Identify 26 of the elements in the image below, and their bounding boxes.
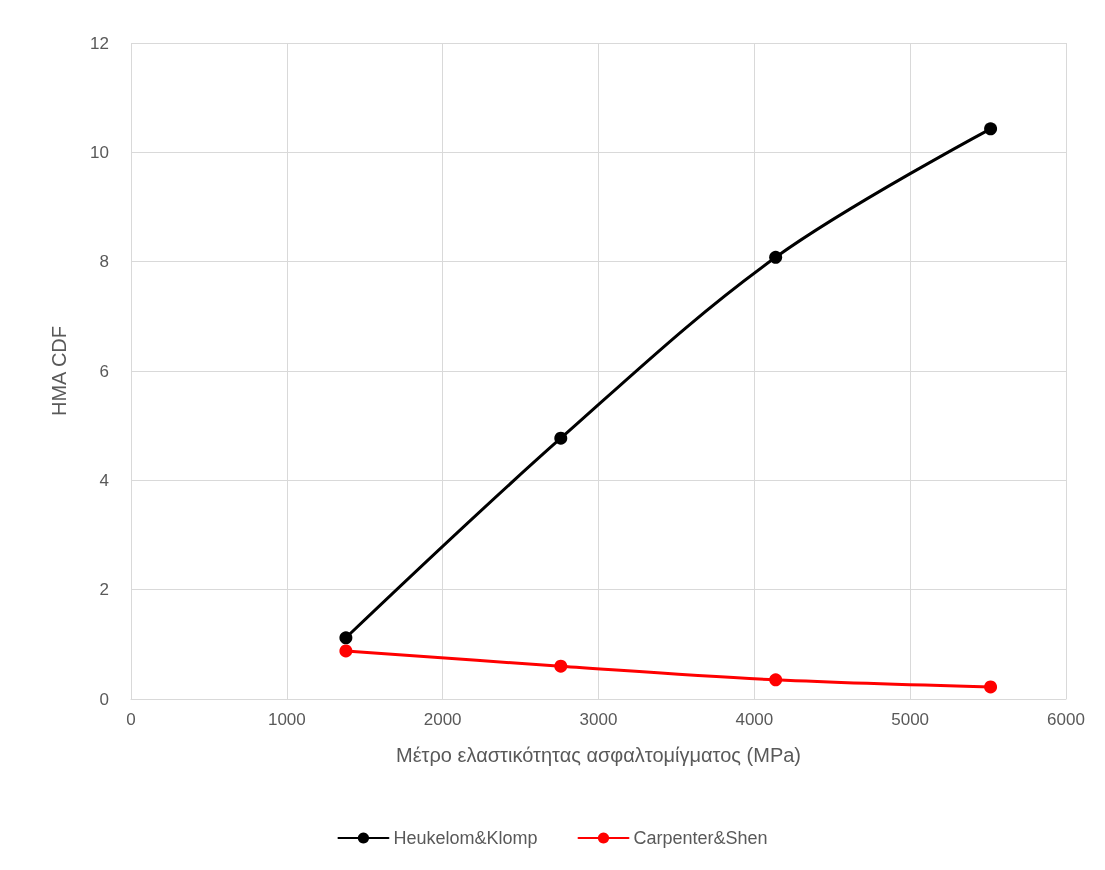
point xyxy=(339,631,353,645)
y-tick-label: 12 xyxy=(90,33,109,53)
point xyxy=(554,431,568,445)
y-tick-label: 8 xyxy=(99,252,109,272)
x-tick-label: 0 xyxy=(126,710,136,729)
point xyxy=(769,673,783,687)
x-tick-label: 3000 xyxy=(579,710,618,729)
x-axis-title: Μέτρο ελαστικότητας ασφαλτομίγματος (MPa) xyxy=(396,744,801,766)
x-tick-label: 1000 xyxy=(267,710,306,729)
x-tick-label: 2000 xyxy=(423,710,462,729)
y-tick-label: 10 xyxy=(90,142,109,162)
x-tick-label: 5000 xyxy=(891,710,930,729)
point xyxy=(769,250,783,264)
point xyxy=(984,680,998,694)
point xyxy=(339,644,353,658)
y-axis-title: HMA CDF xyxy=(48,326,70,416)
y-tick-label: 2 xyxy=(99,580,109,600)
y-tick-label: 6 xyxy=(99,361,109,381)
point xyxy=(984,122,998,136)
y-tick-label: 0 xyxy=(99,689,109,709)
x-tick-label: 4000 xyxy=(735,710,774,729)
point xyxy=(554,659,568,673)
y-tick-label: 4 xyxy=(99,470,109,490)
legend-label: Heukelom&Klomp xyxy=(393,828,538,848)
x-tick-label: 6000 xyxy=(1047,710,1085,729)
legend-label: Carpenter&Shen xyxy=(633,828,768,848)
